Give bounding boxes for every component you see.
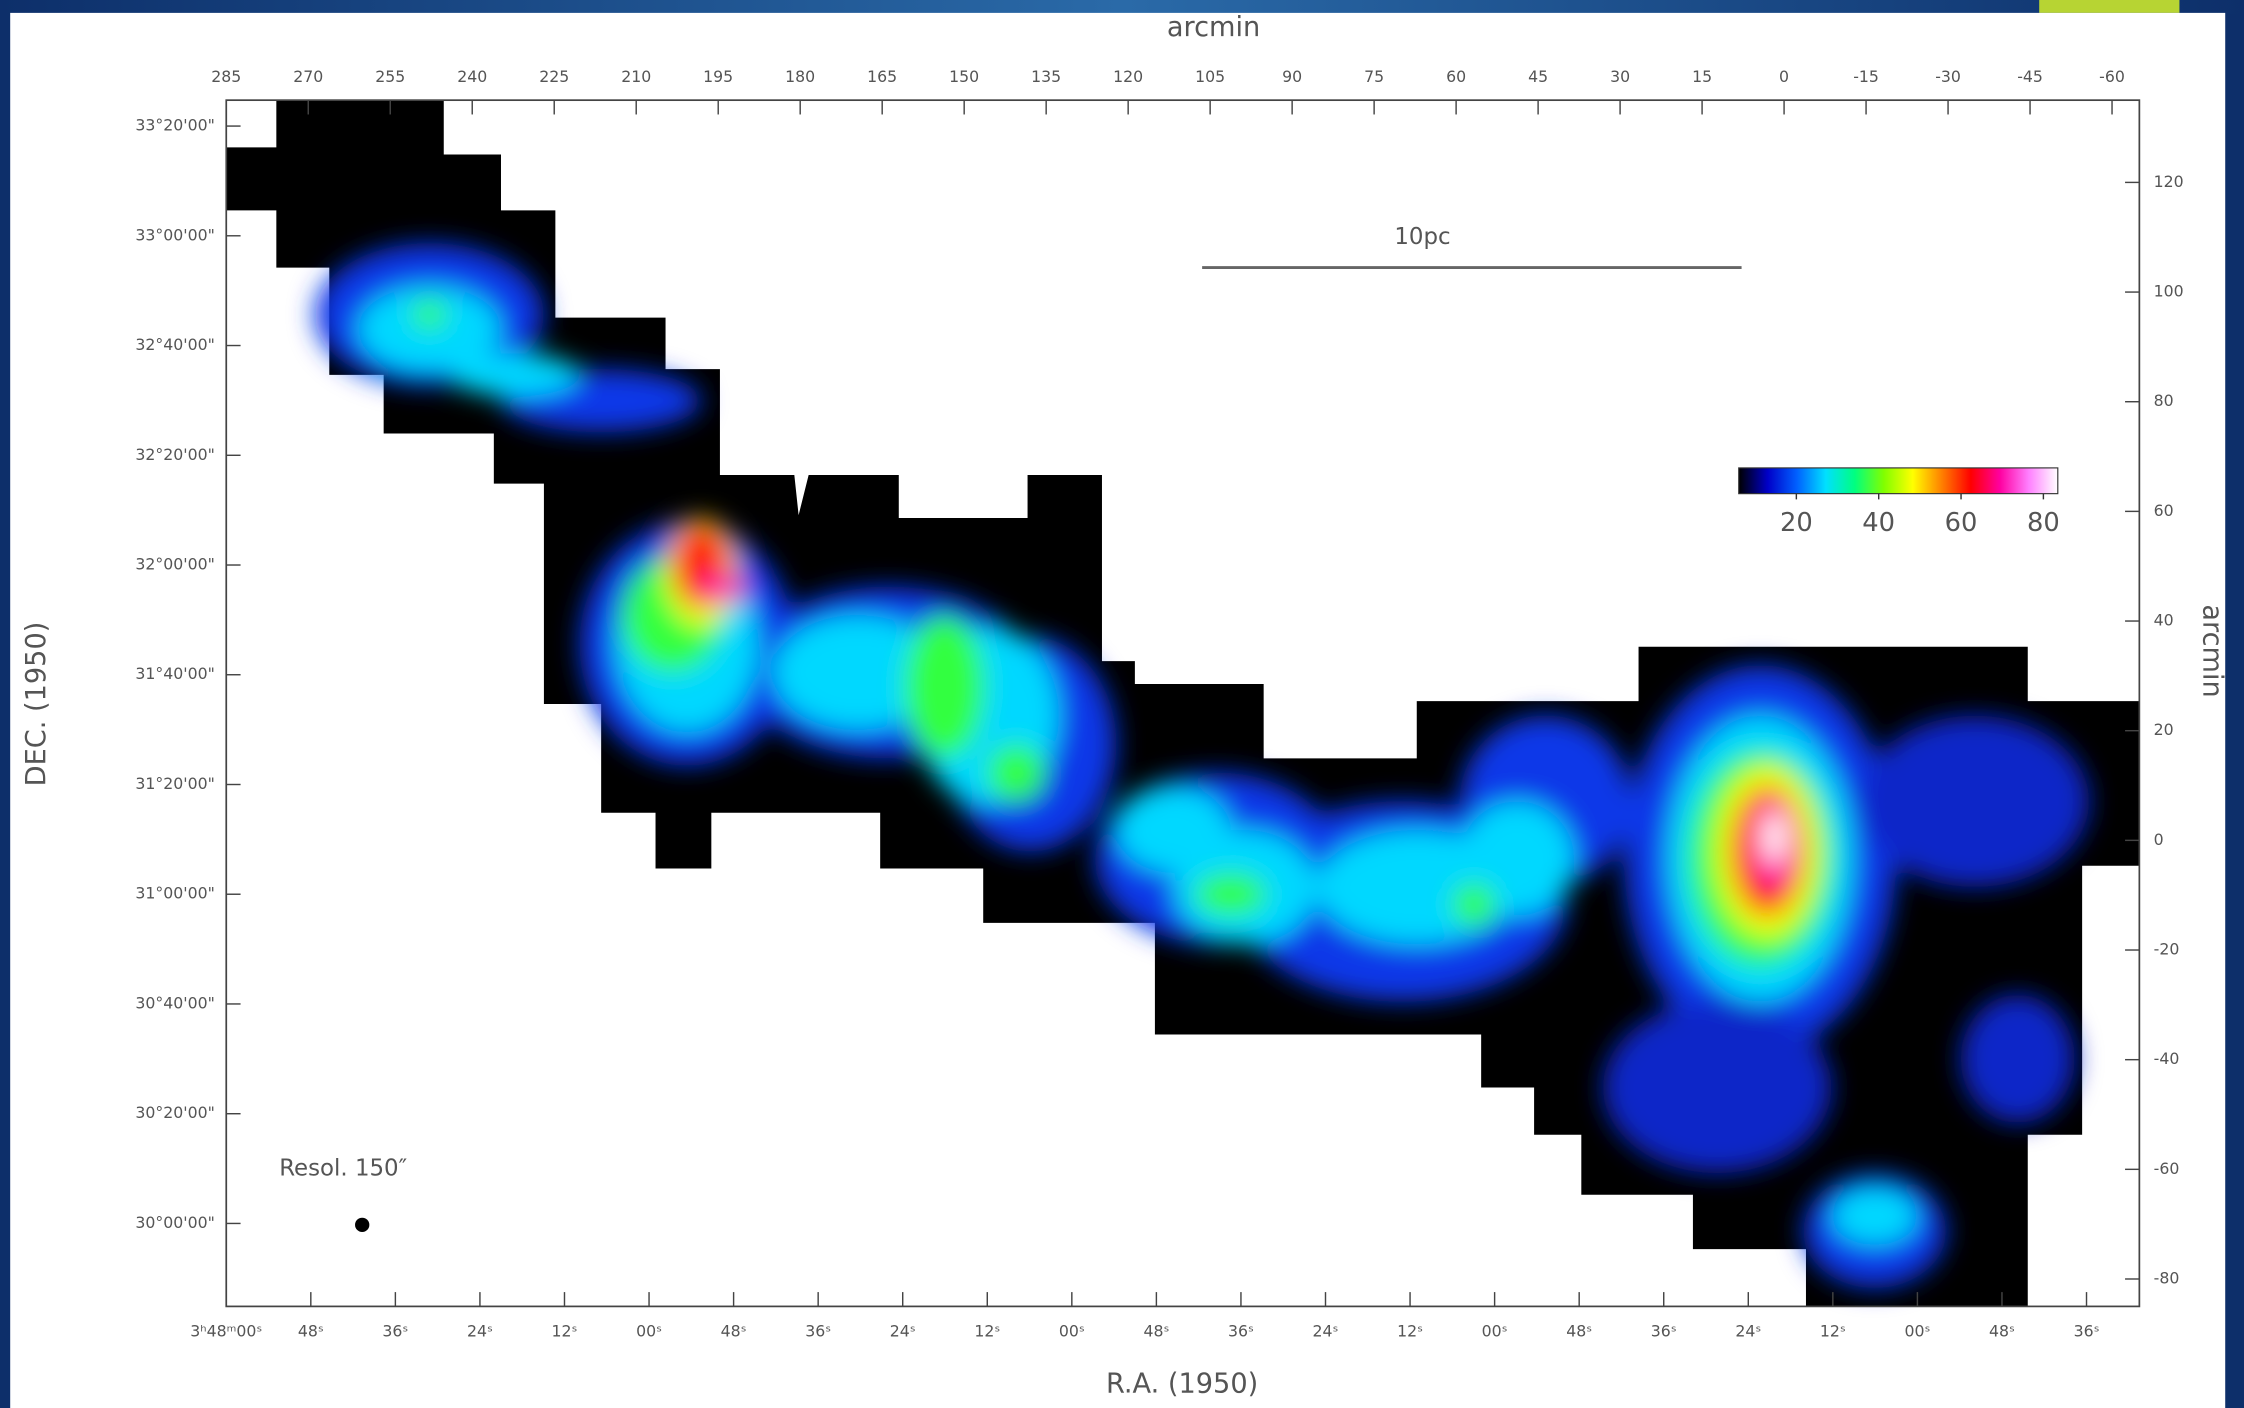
x2-tick-label: 240: [457, 67, 487, 86]
x2-tick-label: 165: [867, 67, 897, 86]
x2-tick-label: 180: [785, 67, 815, 86]
x2-tick-label: 45: [1528, 67, 1548, 86]
y-tick-label: 30°20'00": [135, 1103, 214, 1122]
x-tick-label: 12ˢ: [552, 1322, 578, 1341]
x2-tick-label: -45: [2017, 67, 2043, 86]
x-tick-label: 48ˢ: [721, 1322, 747, 1341]
page: {"chart_data": {"type": "image", "x_labe…: [0, 0, 2244, 1408]
y2-tick-label: -40: [2154, 1049, 2180, 1068]
x2-tick-label: 150: [949, 67, 979, 86]
resolution-label: Resol. 150″: [279, 1156, 407, 1182]
y2-tick-label: -60: [2154, 1159, 2180, 1178]
x-tick-label: 36ˢ: [382, 1322, 408, 1341]
x2-tick-label: 30: [1610, 67, 1630, 86]
y-tick-label: 32°40'00": [135, 335, 214, 354]
x-tick-label: 12ˢ: [1820, 1322, 1846, 1341]
y-axis-title: DEC. (1950): [21, 622, 52, 787]
x-tick-label: 36ˢ: [805, 1322, 831, 1341]
y2-tick-label: 80: [2154, 391, 2174, 410]
emission-blob: [1195, 873, 1267, 916]
x-tick-label: 24ˢ: [890, 1322, 916, 1341]
y2-tick-label: 100: [2154, 282, 2184, 301]
x2-tick-label: 90: [1282, 67, 1302, 86]
y-tick-label: 30°00'00": [135, 1213, 214, 1232]
x-tick-label: 36ˢ: [1228, 1322, 1254, 1341]
emission-blob: [1961, 994, 2075, 1123]
colorbar-tick-label: 60: [1945, 508, 1978, 538]
x-tick-label: 12ˢ: [1397, 1322, 1423, 1341]
x2-tick-label: 210: [621, 67, 651, 86]
top-band: [0, 0, 2244, 14]
y2-tick-label: -20: [2154, 940, 2180, 959]
x-axis-title: R.A. (1950): [1106, 1369, 1258, 1400]
emission-blob: [1832, 1188, 1918, 1245]
emission-blob: [1603, 1002, 1832, 1174]
page-body: arcmin R.A. (1950) DEC. (1950) arcmin 10…: [0, 0, 2244, 1408]
emission-blob: [701, 575, 744, 604]
y2-tick-label: 60: [2154, 501, 2174, 520]
x2-tick-label: -60: [2099, 67, 2125, 86]
y-tick-label: 31°20'00": [135, 774, 214, 793]
x-tick-label: 36ˢ: [2074, 1322, 2100, 1341]
x2-tick-label: 15: [1692, 67, 1712, 86]
scale-bar-label: 10pc: [1394, 224, 1450, 250]
x2-tick-label: 0: [1779, 67, 1789, 86]
y2-tick-label: 120: [2154, 172, 2184, 191]
y-tick-label: 33°20'00": [135, 116, 214, 135]
emission-blob: [905, 615, 985, 758]
emission-blob: [451, 353, 580, 396]
x2-tick-label: -15: [1853, 67, 1879, 86]
y-tick-label: 32°00'00": [135, 555, 214, 574]
colorbar-tick-label: 20: [1780, 508, 1813, 538]
y-tick-label: 31°40'00": [135, 664, 214, 683]
x-tick-label: 00ˢ: [636, 1322, 662, 1341]
x-tick-label: 12ˢ: [974, 1322, 1000, 1341]
x2-axis-title: arcmin: [1167, 12, 1260, 43]
y-tick-label: 30°40'00": [135, 993, 214, 1012]
y2-axis-title: arcmin: [2196, 604, 2227, 697]
colorbar-tick-label: 80: [2027, 508, 2060, 538]
y2-tick-label: 40: [2154, 611, 2174, 630]
x-tick-label: 24ˢ: [467, 1322, 493, 1341]
x2-tick-label: 75: [1364, 67, 1384, 86]
x-tick-label: 48ˢ: [1989, 1322, 2015, 1341]
x-tick-label: 48ˢ: [1143, 1322, 1169, 1341]
x2-tick-label: -30: [1935, 67, 1961, 86]
x-tick-label: 24ˢ: [1313, 1322, 1339, 1341]
y-tick-label: 33°00'00": [135, 225, 214, 244]
emission-blob: [987, 744, 1044, 801]
x-tick-label: 36ˢ: [1651, 1322, 1677, 1341]
x-tick-label: 48ˢ: [1566, 1322, 1592, 1341]
emission-blob: [1453, 883, 1496, 926]
y-tick-label: 31°00'00": [135, 884, 214, 903]
x-tick-label: 48ˢ: [298, 1322, 324, 1341]
x2-tick-label: 270: [293, 67, 323, 86]
y2-tick-label: 0: [2154, 830, 2164, 849]
figure: arcmin R.A. (1950) DEC. (1950) arcmin 10…: [0, 0, 2244, 1408]
x2-tick-label: 120: [1113, 67, 1143, 86]
accent: [2039, 0, 2179, 13]
colorbar: [1739, 468, 2058, 494]
x2-tick-label: 225: [539, 67, 569, 86]
x-tick-label: 00ˢ: [1904, 1322, 1930, 1341]
x2-tick-label: 135: [1031, 67, 1061, 86]
beam: [355, 1218, 369, 1232]
colorbar-tick-label: 40: [1862, 508, 1895, 538]
y2-tick-label: 20: [2154, 720, 2174, 739]
emission-blob: [1860, 715, 2089, 887]
x-tick-label: 00ˢ: [1482, 1322, 1508, 1341]
x2-tick-label: 285: [211, 67, 241, 86]
x2-tick-label: 60: [1446, 67, 1466, 86]
y2-tick-label: -80: [2154, 1268, 2180, 1287]
y-tick-label: 32°20'00": [135, 445, 214, 464]
emission-blob: [1763, 811, 1786, 863]
x-tick-label: 00ˢ: [1059, 1322, 1085, 1341]
x-tick-label: 3ʰ48ᵐ00ˢ: [190, 1322, 262, 1341]
emission-blob: [412, 300, 446, 329]
x2-tick-label: 255: [375, 67, 405, 86]
x2-tick-label: 105: [1195, 67, 1225, 86]
x-tick-label: 24ˢ: [1735, 1322, 1761, 1341]
x2-tick-label: 195: [703, 67, 733, 86]
